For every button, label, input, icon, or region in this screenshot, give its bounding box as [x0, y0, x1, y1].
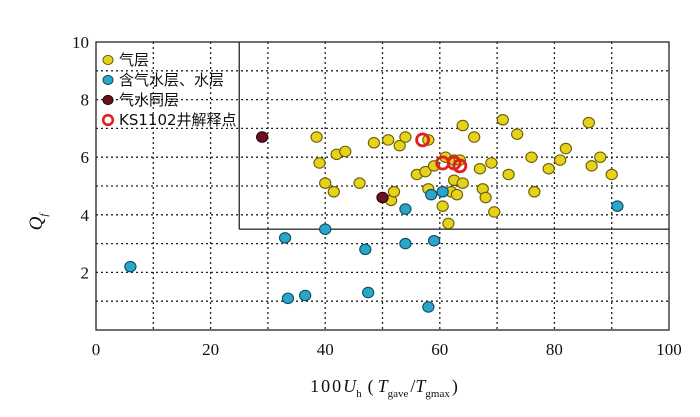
- cutoff-lines: [238, 42, 669, 230]
- data-point: [450, 188, 464, 201]
- y-tick-label: 8: [81, 91, 90, 110]
- data-point: [393, 139, 406, 152]
- data-point: [422, 301, 435, 313]
- data-point: [488, 206, 501, 218]
- y-axis-sub: f: [38, 212, 50, 217]
- data-point: [605, 168, 618, 181]
- data-point: [559, 142, 573, 155]
- legend-marker: [101, 113, 115, 127]
- data-point: [585, 160, 598, 172]
- data-point: [436, 200, 449, 212]
- data-point: [542, 162, 555, 175]
- data-point: [256, 131, 269, 143]
- data-point-ring: [452, 158, 468, 174]
- data-point: [124, 260, 137, 273]
- y-axis-label: Qf: [26, 212, 50, 231]
- data-point: [362, 286, 375, 299]
- data-point: [310, 131, 323, 143]
- x-tick-label: 40: [317, 340, 334, 359]
- data-points: [124, 114, 624, 313]
- data-point: [399, 131, 412, 143]
- legend-label: KS1102井解释点: [119, 111, 237, 129]
- x-tick-label: 60: [431, 340, 448, 359]
- legend-label: 含气水层、水层: [119, 71, 224, 89]
- x-axis-slash: /: [410, 376, 415, 396]
- grid-lines: [96, 42, 669, 330]
- data-point: [353, 177, 366, 189]
- data-point: [281, 292, 295, 305]
- data-point: [582, 116, 595, 129]
- data-point: [468, 131, 481, 143]
- data-point: [528, 186, 541, 198]
- legend-marker: [102, 94, 114, 106]
- data-point: [382, 134, 395, 146]
- data-point: [298, 289, 312, 302]
- x-tick-label: 0: [92, 340, 101, 359]
- y-tick-label: 10: [72, 33, 89, 52]
- data-point: [399, 237, 412, 250]
- x-tick-label: 80: [546, 340, 563, 359]
- data-point: [525, 151, 538, 163]
- x-tick-label: 20: [202, 340, 219, 359]
- data-point: [456, 177, 469, 189]
- data-point: [436, 186, 449, 198]
- x-axis-t1-sub: gave: [388, 388, 409, 400]
- data-point: [427, 234, 441, 247]
- data-point: [327, 186, 340, 198]
- x-axis-var: U: [343, 376, 357, 396]
- data-point: [425, 188, 438, 201]
- data-point: [473, 162, 487, 175]
- data-point: [319, 177, 332, 189]
- data-point: [278, 232, 292, 244]
- y-tick-label: 4: [81, 206, 90, 225]
- data-point: [367, 137, 381, 149]
- x-axis-open-paren: (: [368, 376, 374, 397]
- data-point: [485, 157, 498, 169]
- legend-label: 气水同层: [119, 91, 179, 109]
- x-axis-close-paren: ): [452, 376, 458, 397]
- data-point: [359, 243, 372, 256]
- data-point: [387, 186, 401, 198]
- data-point: [399, 203, 412, 215]
- data-point: [594, 151, 607, 163]
- y-tick-label: 6: [81, 148, 90, 167]
- legend-marker: [102, 74, 114, 86]
- data-point: [319, 223, 332, 235]
- x-axis-t1: T: [378, 376, 390, 396]
- data-point: [313, 157, 326, 169]
- legend-label: 气层: [119, 51, 149, 69]
- x-axis-var-sub: h: [356, 388, 362, 400]
- tick-labels: 0 20 40 60 80 100 2 4 6 8 10: [72, 33, 682, 359]
- x-axis-prefix: 100: [310, 376, 343, 396]
- data-point-ring: [415, 132, 431, 148]
- data-point: [376, 191, 389, 204]
- data-point: [553, 154, 567, 166]
- data-point: [502, 168, 515, 181]
- y-axis-var: Q: [26, 216, 47, 230]
- y-tick-label: 2: [81, 263, 90, 282]
- data-point: [419, 165, 432, 178]
- x-axis-t2: T: [415, 376, 427, 396]
- data-point: [611, 200, 624, 212]
- legend-marker: [102, 54, 114, 66]
- x-axis-label: 100Uh(Tgave/Tgmax): [310, 376, 458, 400]
- data-point: [496, 114, 509, 126]
- data-point: [479, 191, 492, 204]
- x-axis-t2-sub: gmax: [425, 388, 450, 400]
- x-tick-label: 100: [656, 340, 682, 359]
- data-point: [339, 145, 352, 158]
- data-point: [442, 217, 455, 230]
- data-point: [511, 128, 524, 140]
- data-point: [456, 119, 469, 132]
